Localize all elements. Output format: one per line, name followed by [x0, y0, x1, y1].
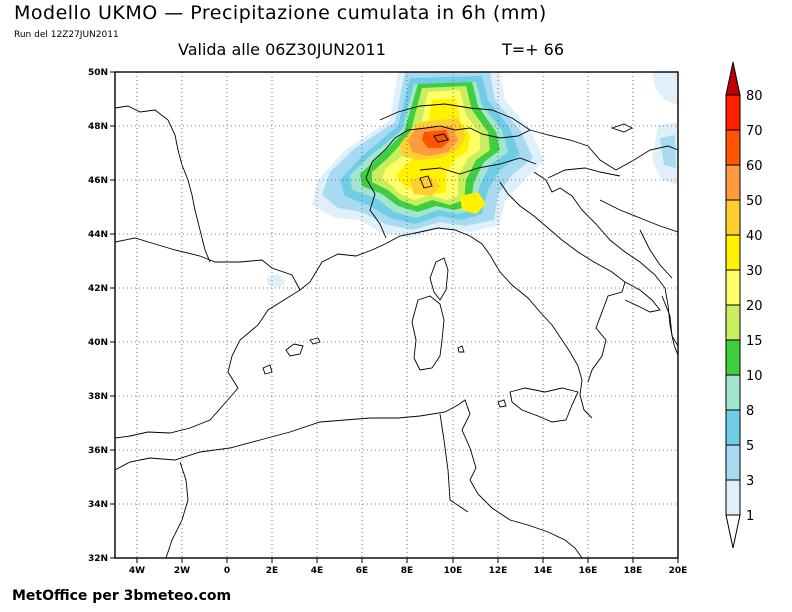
credit-text: MetOffice per 3bmeteo.com [12, 588, 232, 604]
coastline-north-africa [115, 399, 583, 558]
legend-swatch [725, 304, 741, 341]
sicily-outline [509, 387, 579, 423]
legend-label: 15 [746, 334, 763, 349]
legend-swatch [725, 409, 741, 446]
lon-label: 8E [401, 566, 413, 576]
legend-label: 60 [746, 159, 763, 174]
lon-label: 18E [624, 566, 643, 576]
coastline-greece [661, 295, 678, 347]
lat-label: 44N [88, 230, 108, 240]
coastline-italy-west [489, 254, 593, 419]
coastline-italy-south [624, 281, 661, 313]
balearic-islands [262, 337, 321, 375]
coastline-france-med [299, 227, 491, 291]
precip-area-40mm-south [410, 176, 440, 196]
forecast-step-label: T=+ 66 [502, 40, 565, 59]
legend-label: 70 [746, 124, 763, 139]
tick-marks [110, 71, 679, 563]
precip-area-1mm-east [652, 72, 678, 105]
lon-label: 4E [311, 566, 323, 576]
precip-legend: 80 70 60 50 40 30 20 15 10 8 5 3 1 [725, 61, 763, 549]
legend-swatch [725, 444, 741, 481]
lon-label: 2E [266, 566, 278, 576]
legend-swatch [725, 479, 741, 516]
coastline-italy-east [499, 181, 626, 383]
lat-label: 50N [88, 68, 108, 78]
legend-arrow-bottom [725, 514, 741, 549]
lat-label: 46N [88, 176, 108, 186]
border-switzerland [371, 125, 531, 163]
legend-swatch [725, 129, 741, 166]
legend-label: 1 [746, 509, 754, 524]
border-serbia [639, 229, 673, 279]
legend-arrow-top [725, 61, 741, 96]
legend-swatch [725, 374, 741, 411]
lon-label: 14E [534, 566, 553, 576]
coastline-istria [533, 171, 561, 193]
corsica-outline [429, 257, 449, 301]
plot-frame [114, 71, 679, 559]
legend-label: 3 [746, 474, 754, 489]
legend-label: 20 [746, 299, 763, 314]
alpine-lakes [419, 133, 449, 189]
legend-label: 5 [746, 439, 754, 454]
border-slovenia-croatia [547, 167, 621, 179]
lon-label: 2W [174, 566, 190, 576]
coastlines [115, 103, 678, 558]
legend-label: 40 [746, 229, 763, 244]
lon-label: 16E [579, 566, 598, 576]
legend-label: 50 [746, 194, 763, 209]
lon-label: 20E [669, 566, 688, 576]
latitude-labels: 50N 48N 46N 44N 42N 40N 38N 36N 34N 32N [88, 68, 108, 564]
border-italy-austria [419, 157, 537, 175]
small-islands [457, 123, 634, 408]
lat-label: 38N [88, 392, 108, 402]
legend-swatch [725, 234, 741, 271]
lon-label: 4W [129, 566, 145, 576]
lon-label: 12E [489, 566, 508, 576]
coastline-iberia [115, 237, 301, 439]
coastline-balkans [559, 187, 678, 356]
legend-swatch [725, 339, 741, 376]
valid-time-label: Valida alle 06Z30JUN2011 [178, 40, 386, 59]
legend-label: 80 [746, 89, 763, 104]
legend-label: 30 [746, 264, 763, 279]
run-time-label: Run del 12Z27JUN2011 [14, 30, 119, 40]
legend-swatch [725, 269, 741, 306]
precip-area-3mm-east [660, 135, 676, 168]
map-title: Modello UKMO — Precipitazione cumulata i… [14, 2, 547, 24]
lon-label: 10E [444, 566, 463, 576]
lon-label: 6E [356, 566, 368, 576]
border-tunisia [439, 413, 469, 513]
lon-label: 0 [224, 566, 230, 576]
sardinia-outline [411, 295, 445, 371]
border-germany [379, 103, 589, 147]
border-morocco [165, 461, 189, 558]
lat-label: 36N [88, 446, 108, 456]
border-balkans-inland [587, 145, 678, 171]
border-bosnia [599, 199, 678, 233]
legend-label: 8 [746, 404, 754, 419]
lat-label: 34N [88, 500, 108, 510]
graticule [115, 72, 678, 558]
lat-label: 48N [88, 122, 108, 132]
coastline-atlantic [115, 105, 211, 263]
longitude-labels: 4W 2W 0 2E 4E 6E 8E 10E 12E 14E 16E 18E … [129, 566, 687, 576]
legend-swatch [725, 199, 741, 236]
lat-label: 40N [88, 338, 108, 348]
precip-area-30mm-east [460, 192, 486, 214]
lat-label: 42N [88, 284, 108, 294]
legend-swatch [725, 94, 741, 131]
legend-label: 10 [746, 369, 763, 384]
precip-area-1mm-sea [266, 274, 286, 288]
lat-label: 32N [88, 554, 108, 564]
legend-swatch [725, 164, 741, 201]
border-france-italy [365, 161, 387, 239]
